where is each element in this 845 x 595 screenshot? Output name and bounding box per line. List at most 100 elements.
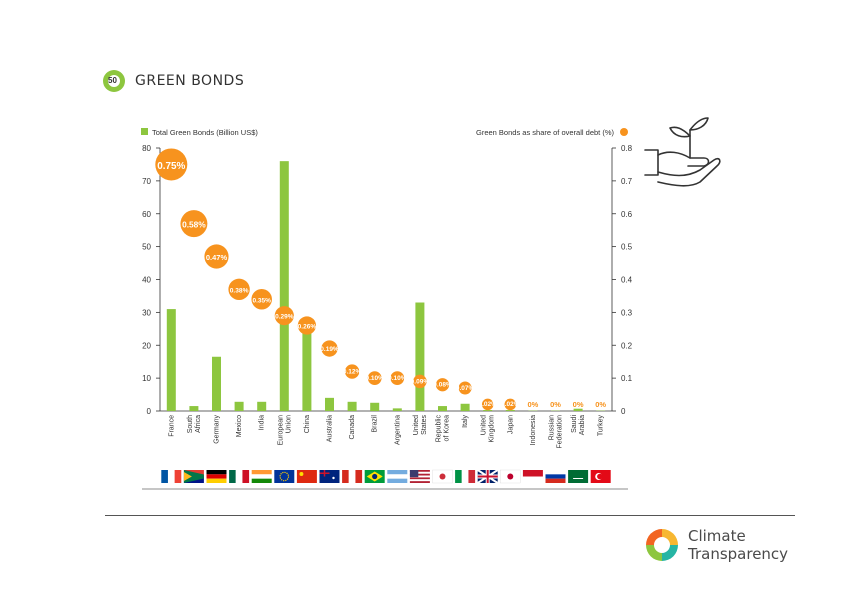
share-dot-label: 0.07% (456, 385, 475, 392)
bar (460, 403, 470, 411)
right-tick-label: 0.4 (621, 276, 633, 285)
x-tick-label: Russian Federation (549, 415, 564, 449)
x-tick-label-line: India (259, 415, 266, 430)
share-dot-label: 0.35% (252, 297, 271, 304)
bar (505, 410, 515, 411)
bar (438, 406, 447, 411)
x-tick-label: Argentina (394, 415, 401, 445)
right-tick-label: 0.1 (621, 374, 633, 383)
right-tick-label: 0.6 (621, 210, 633, 219)
x-tick-label: Italy (462, 415, 469, 428)
x-tick-label-line: Arabia (579, 415, 586, 435)
right-tick-label: 0.7 (621, 177, 633, 186)
x-tick-label: Turkey (598, 415, 605, 437)
left-tick-label: 80 (142, 144, 151, 153)
left-tick-label: 30 (142, 308, 151, 317)
right-tick-label: 0.3 (621, 308, 633, 317)
share-dot (228, 278, 250, 301)
x-tick-label: Saudi Arabia (571, 415, 586, 436)
x-tick-label: European Union (277, 415, 292, 445)
right-tick-label: 0 (621, 407, 626, 416)
x-tick-label-line: South (187, 415, 194, 433)
share-dot-label: 0.47% (206, 253, 228, 262)
mexico-flag (229, 470, 250, 483)
right-tick-label: 0.2 (621, 341, 633, 350)
x-tick-label: China (304, 415, 311, 433)
share-dot-label: 0.58% (182, 220, 206, 230)
brand-line-2: Transparency (688, 545, 789, 563)
share-dot-label: 0.10% (365, 375, 384, 382)
argentina-flag (387, 470, 408, 483)
italy-flag (455, 470, 476, 483)
x-tick-label: United Kingdom (481, 415, 496, 443)
bar (573, 408, 583, 411)
share-dot (504, 398, 517, 411)
legend-dot-label: Green Bonds as share of overall debt (%) (476, 128, 614, 137)
x-tick-label: United States (413, 415, 428, 436)
climate-transparency-logo-icon (646, 529, 678, 561)
bar (166, 309, 176, 411)
germany-flag (206, 470, 227, 483)
share-dot (297, 316, 317, 335)
x-tick-label: Republic of Korea (436, 415, 451, 443)
left-tick-label: 70 (142, 177, 151, 186)
x-tick-label-line: Japan (507, 415, 514, 434)
section-header: 50 GREEN BONDS (103, 70, 244, 92)
x-tick-label-line: Mexico (236, 415, 243, 437)
x-tick-label-line: United (481, 415, 488, 435)
share-dot-label: 0.75% (157, 161, 185, 172)
x-tick-label-line: Germany (214, 415, 221, 444)
share-dot-label: 0% (595, 400, 606, 409)
x-tick-label-line: Kingdom (489, 415, 496, 443)
share-dot-label: 0.09% (411, 378, 430, 385)
share-dot (321, 340, 338, 357)
x-tick-label-line: European (277, 415, 284, 445)
bar (257, 401, 267, 411)
x-tick-label: Brazil (372, 415, 379, 433)
canada-flag (342, 470, 363, 483)
legend-bar-label: Total Green Bonds (Billion US$) (152, 128, 258, 137)
share-dot-label: 0% (527, 400, 538, 409)
share-dot-label: 0.02% (478, 401, 497, 408)
x-tick-label: Japan (507, 415, 514, 434)
south-africa-flag (183, 470, 204, 483)
x-tick-label-line: China (304, 415, 311, 433)
indonesia-flag (522, 470, 543, 483)
share-dot-label: 0.38% (230, 288, 249, 295)
share-dot-label: 0.02% (501, 401, 520, 408)
x-tick-label: Germany (214, 415, 221, 444)
x-tick-label-line: United (413, 415, 420, 435)
bar (347, 401, 357, 411)
x-tick-label-line: Republic (436, 415, 443, 443)
bar (212, 356, 221, 411)
share-dot-label: 0.29% (275, 314, 294, 321)
x-tick-label: Mexico (236, 415, 243, 437)
share-dot (344, 364, 360, 379)
brand-line-1: Climate (688, 527, 746, 545)
eu-flag (274, 470, 295, 483)
legend-bar-swatch (141, 128, 148, 135)
left-tick-label: 50 (142, 243, 151, 252)
left-tick-label: 20 (142, 341, 151, 350)
share-dot (413, 374, 427, 389)
x-tick-label-line: Canada (349, 415, 356, 440)
x-tick-label-line: Russian (549, 415, 556, 440)
bar (325, 397, 334, 411)
bar (370, 402, 380, 411)
x-tick-label: France (168, 415, 175, 437)
korea-flag (432, 469, 453, 484)
bar (392, 408, 402, 411)
climate-transparency-logo: Climate Transparency (642, 525, 788, 565)
green-bonds-chart: 0 10 20 30 40 50 60 70 80 0 0.1 0.2 0.3 0.4 0.5 0.6 0.7 0… (141, 117, 721, 490)
right-tick-label: 0.5 (621, 243, 633, 252)
share-dot (458, 381, 472, 395)
share-dot (274, 306, 294, 326)
share-dot (155, 148, 188, 181)
france-flag (161, 470, 182, 483)
australia-flag (319, 470, 340, 483)
bar (189, 406, 199, 411)
x-tick-label-line: Union (285, 415, 292, 433)
uk-flag (477, 469, 499, 484)
bar (483, 410, 493, 411)
x-tick-label-line: Federation (557, 415, 564, 449)
